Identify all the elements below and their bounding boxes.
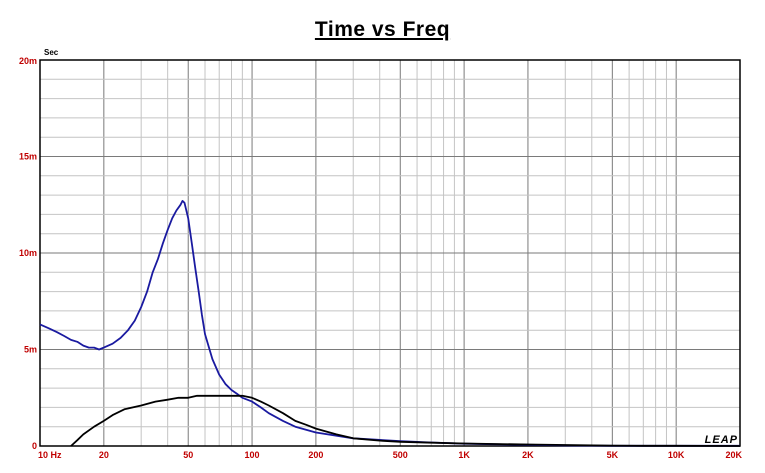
- x-tick-label: 200: [308, 450, 323, 460]
- x-tick-label: 500: [393, 450, 408, 460]
- x-tick-label: 1K: [458, 450, 470, 460]
- x-axis-ticks: 10 Hz 20 50 100 200 500 1K 2K 5K 10K 20K: [38, 450, 742, 460]
- x-tick-label: 20K: [725, 450, 742, 460]
- x-tick-label: 50: [183, 450, 193, 460]
- y-tick-label: 20m: [19, 56, 37, 66]
- x-tick-label: 20: [99, 450, 109, 460]
- plot-frame: [39, 59, 741, 447]
- y-axis-ticks: 0 5m 10m 15m 20m: [19, 56, 37, 451]
- series-line-2: [70, 394, 741, 447]
- leap-logo: LEAP: [705, 434, 738, 446]
- y-tick-label: 15m: [19, 152, 37, 162]
- x-tick-label: 2K: [522, 450, 534, 460]
- x-tick-label: 5K: [607, 450, 619, 460]
- x-tick-label: 100: [245, 450, 260, 460]
- grid: [40, 60, 740, 446]
- series-layer: [39, 199, 741, 447]
- x-tick-label: 10K: [668, 450, 685, 460]
- y-tick-label: 10m: [19, 248, 37, 258]
- series-line-1: [39, 199, 740, 447]
- x-tick-label: 10 Hz: [38, 450, 62, 460]
- y-axis-label: Sec: [44, 48, 59, 57]
- y-tick-label: 5m: [24, 345, 37, 355]
- y-tick-label: 0: [32, 441, 37, 451]
- chart-title: Time vs Freq: [314, 18, 451, 41]
